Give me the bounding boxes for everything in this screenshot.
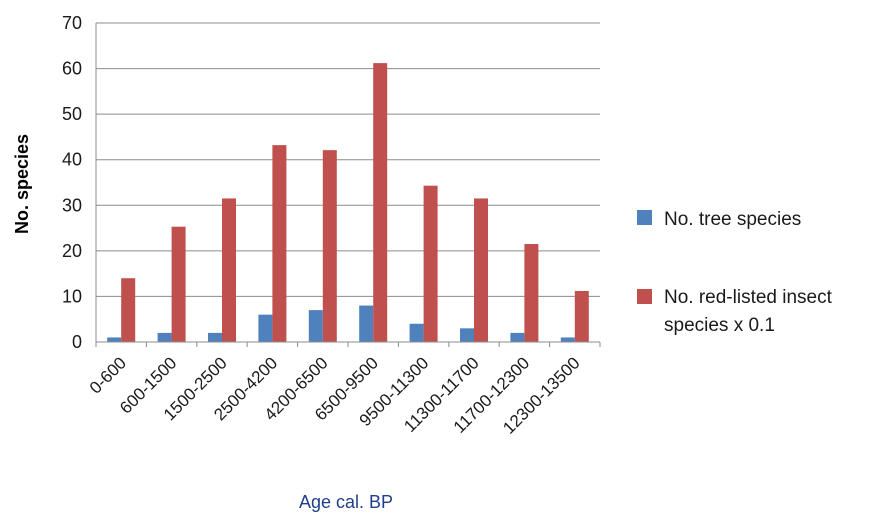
y-tick-label: 50	[62, 104, 82, 124]
y-tick-label: 60	[62, 59, 82, 79]
bar-tree-species	[359, 305, 374, 342]
bars	[107, 63, 589, 343]
bar-red-listed-insects	[272, 145, 287, 342]
x-axis-label: Age cal. BP	[299, 492, 393, 512]
bar-tree-species	[258, 314, 273, 342]
bar-tree-species	[107, 337, 122, 342]
legend-swatch	[637, 210, 652, 225]
legend-label-line: No. red-listed insect	[664, 287, 833, 308]
bar-tree-species	[560, 337, 575, 342]
bar-red-listed-insects	[423, 185, 438, 342]
y-tick-label: 0	[72, 332, 82, 352]
bar-tree-species	[460, 328, 474, 342]
legend-swatch	[637, 289, 652, 304]
bar-tree-species	[510, 332, 525, 342]
bar-tree-species	[409, 323, 424, 342]
y-tick-label: 40	[62, 150, 82, 170]
y-tick-label: 30	[62, 195, 82, 215]
legend-label-line: species x 0.1	[664, 315, 775, 336]
y-tick-label: 70	[62, 13, 82, 33]
y-axis-label: No. species	[12, 134, 32, 234]
bar-red-listed-insects	[322, 150, 337, 342]
bar-red-listed-insects	[524, 244, 539, 342]
x-tick-label: 0-600	[86, 353, 130, 397]
legend-label: No. tree species	[664, 209, 801, 230]
bar-red-listed-insects	[474, 198, 488, 342]
y-tick-label: 10	[62, 286, 82, 306]
bar-tree-species	[208, 332, 222, 342]
bar-red-listed-insects	[222, 198, 236, 342]
bar-red-listed-insects	[171, 226, 186, 342]
bar-red-listed-insects	[574, 290, 589, 342]
legend-label: No. red-listed insect species x 0.1	[664, 287, 833, 336]
bar-tree-species	[308, 310, 323, 342]
bar-red-listed-insects	[121, 278, 136, 342]
legend: No. tree species No. red-listed insect spe…	[637, 209, 833, 336]
legend-label-line: No. tree species	[664, 209, 801, 230]
y-tick-label: 20	[62, 241, 82, 261]
bar-red-listed-insects	[373, 63, 388, 343]
bar-tree-species	[157, 332, 172, 342]
